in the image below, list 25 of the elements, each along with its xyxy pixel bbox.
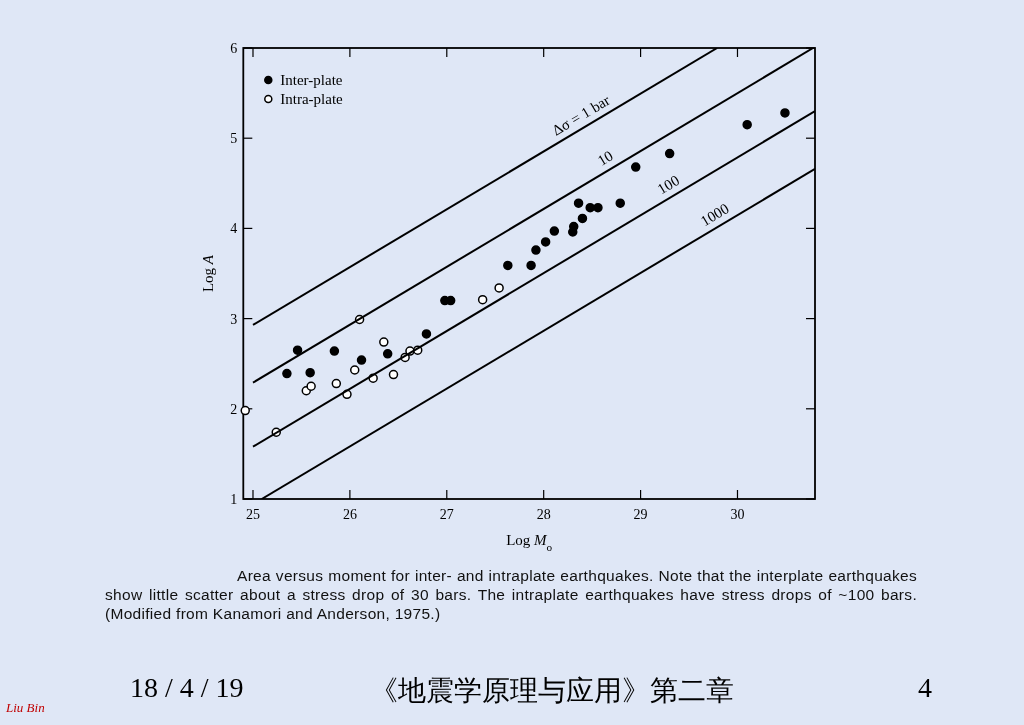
text: 100	[654, 172, 683, 198]
x-tick-label: 26	[342, 507, 357, 522]
legend-label: Inter-plate	[280, 72, 343, 88]
y-axis-title: Log A	[200, 254, 217, 293]
x-tick-label: 25	[245, 507, 260, 522]
y-tick-label: 2	[230, 401, 238, 417]
x-tick-label: 27	[439, 507, 454, 522]
y-tick-label: 5	[230, 131, 238, 147]
text: 《地震学原理与应用》第二章	[370, 674, 734, 708]
text: 4	[918, 672, 932, 704]
y-tick-label: 6	[230, 41, 238, 56]
y-tick-label: 3	[230, 311, 238, 327]
text: 1000	[697, 200, 732, 230]
legend-label: Intra-plate	[280, 91, 344, 107]
text: 10	[594, 147, 616, 169]
y-tick-label: 4	[230, 221, 238, 237]
text: Liu Bin	[6, 700, 45, 716]
text: 18 / 4 / 19	[130, 672, 244, 704]
x-tick-label: 28	[536, 507, 551, 522]
x-tick-label: 30	[730, 507, 745, 522]
x-axis-title: Log M$_{o}$	[506, 532, 553, 553]
x-tick-label: 29	[633, 507, 648, 522]
text: Area versus moment for inter- and intraplate earthquakes. Note that the interplate earthquakes show little scatter about a stress drop of 30 bars. The intraplate earthquakes have stress drops of ~100 bars. (Modified from Kanamori and Anderson, 1975.)	[105, 566, 917, 623]
y-tick-label: 1	[230, 492, 238, 507]
text: Δσ = 1 bar	[549, 91, 613, 139]
